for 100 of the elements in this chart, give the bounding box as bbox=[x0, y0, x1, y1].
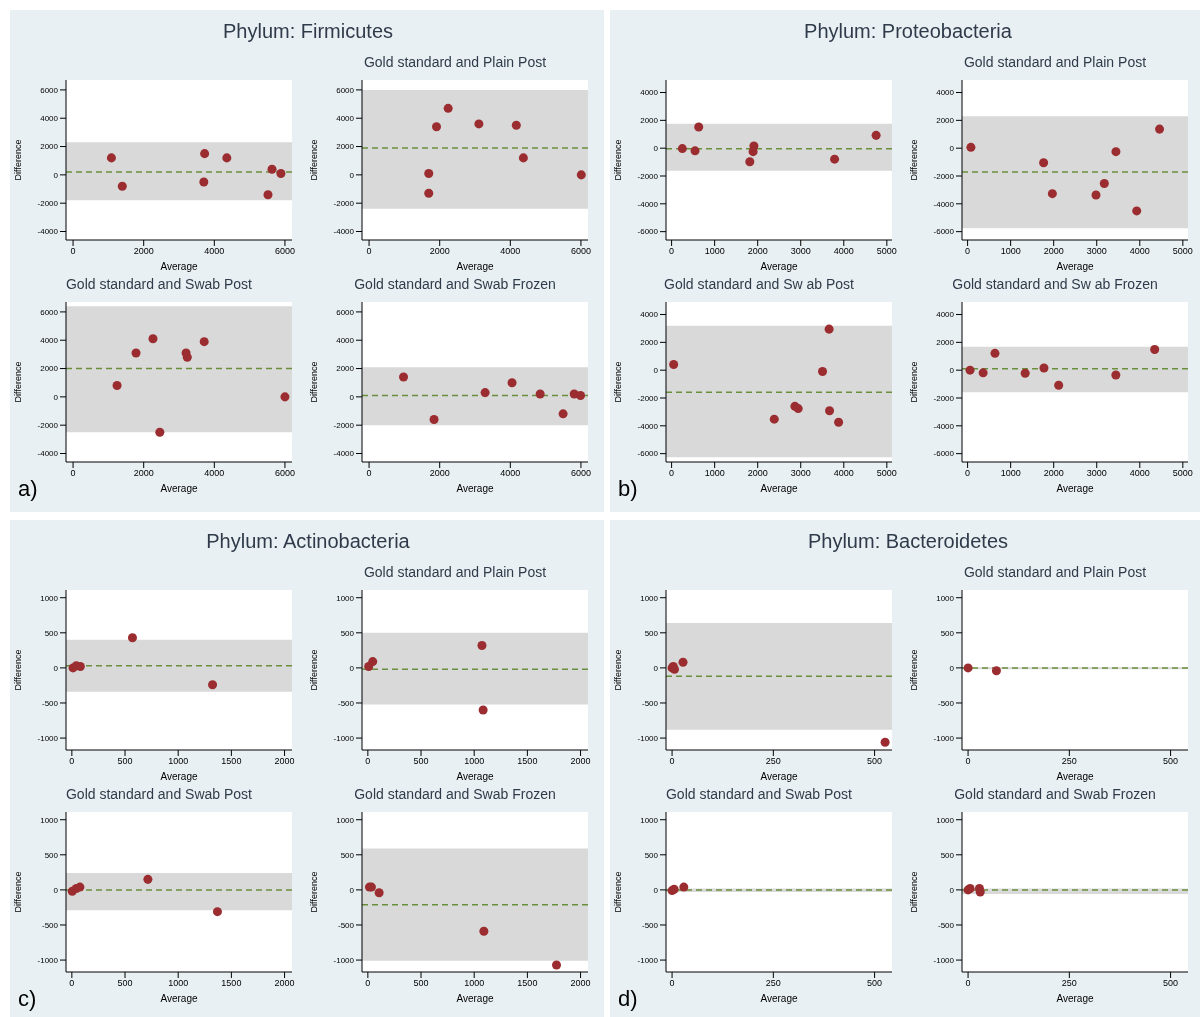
y-axis-title: Difference bbox=[909, 871, 920, 913]
x-axis-title: Average bbox=[456, 261, 494, 272]
text: c) bbox=[18, 986, 37, 1012]
point bbox=[576, 170, 586, 180]
x-tick-label: 2000 bbox=[570, 978, 591, 989]
x-tick-label: 500 bbox=[867, 978, 883, 989]
x-axis-title: Average bbox=[760, 771, 798, 782]
point bbox=[978, 368, 988, 378]
point bbox=[429, 415, 439, 425]
y-tick-label: -2000 bbox=[333, 421, 355, 431]
text: d) bbox=[618, 986, 638, 1012]
y-axis-title: Difference bbox=[909, 361, 920, 403]
y-tick-label: 6000 bbox=[40, 85, 59, 95]
x-axis-title: Average bbox=[1056, 771, 1094, 782]
point bbox=[824, 324, 834, 334]
point bbox=[830, 154, 840, 164]
y-tick-label: 4000 bbox=[40, 336, 59, 346]
y-tick-label: 4000 bbox=[936, 310, 955, 320]
x-axis-title: Average bbox=[456, 483, 494, 494]
y-axis-title: Difference bbox=[309, 361, 320, 403]
y-tick-label: -500 bbox=[41, 698, 59, 708]
chart-title: Gold standard and Swab Post bbox=[65, 786, 253, 804]
y-tick-label: -1000 bbox=[333, 955, 355, 965]
point bbox=[106, 153, 116, 163]
x-tick-label: 0 bbox=[669, 756, 675, 767]
y-tick-label: -500 bbox=[41, 920, 59, 930]
point bbox=[200, 149, 210, 159]
x-tick-label: 6000 bbox=[570, 468, 591, 479]
y-tick-label: -1000 bbox=[933, 733, 955, 743]
y-tick-label: -1000 bbox=[333, 733, 355, 743]
x-tick-label: 1000 bbox=[1000, 246, 1021, 257]
x-tick-label: 2000 bbox=[274, 978, 295, 989]
x-tick-label: 0 bbox=[366, 468, 372, 479]
y-tick-label: 500 bbox=[644, 850, 659, 860]
y-tick-label: 500 bbox=[940, 628, 955, 638]
y-tick-label: 4000 bbox=[336, 114, 355, 124]
y-axis-title: Difference bbox=[309, 139, 320, 181]
point bbox=[1020, 368, 1030, 378]
y-tick-label: -1000 bbox=[933, 955, 955, 965]
x-tick-label: 1000 bbox=[704, 468, 725, 479]
x-tick-label: 5000 bbox=[876, 468, 897, 479]
y-axis-title: Difference bbox=[309, 649, 320, 691]
x-tick-label: 2000 bbox=[747, 246, 768, 257]
point bbox=[480, 388, 490, 398]
point bbox=[669, 359, 679, 369]
point bbox=[1047, 189, 1057, 199]
y-tick-label: 500 bbox=[940, 850, 955, 860]
y-tick-label: -1000 bbox=[637, 733, 659, 743]
y-tick-label: -500 bbox=[641, 920, 659, 930]
y-tick-label: -4000 bbox=[637, 199, 659, 209]
x-tick-label: 500 bbox=[117, 756, 133, 767]
y-tick-label: -4000 bbox=[37, 227, 59, 237]
x-tick-label: 1000 bbox=[168, 978, 189, 989]
x-tick-label: 500 bbox=[1163, 756, 1179, 767]
point bbox=[443, 103, 453, 113]
chart-title: Gold standard and Sw ab Post bbox=[663, 276, 855, 294]
x-tick-label: 500 bbox=[413, 756, 429, 767]
chart-title: Gold standard and Swab Frozen bbox=[353, 276, 557, 294]
x-tick-label: 6000 bbox=[274, 468, 295, 479]
x-tick-label: 4000 bbox=[204, 468, 225, 479]
y-tick-label: 4000 bbox=[40, 114, 59, 124]
y-tick-label: -4000 bbox=[333, 227, 355, 237]
x-tick-label: 2000 bbox=[133, 468, 154, 479]
x-tick-label: 5000 bbox=[1172, 468, 1193, 479]
y-tick-label: 0 bbox=[653, 663, 659, 673]
x-tick-label: 2000 bbox=[747, 468, 768, 479]
chart-title: Gold standard and Plain Post bbox=[362, 564, 548, 582]
point bbox=[1054, 380, 1064, 390]
x-axis-title: Average bbox=[160, 483, 198, 494]
x-tick-label: 6000 bbox=[570, 246, 591, 257]
point bbox=[690, 146, 700, 156]
y-tick-label: -4000 bbox=[637, 421, 659, 431]
y-tick-label: 500 bbox=[340, 850, 355, 860]
x-axis-title: Average bbox=[160, 993, 198, 1004]
y-tick-label: 0 bbox=[949, 144, 955, 154]
point bbox=[576, 390, 586, 400]
x-tick-label: 2000 bbox=[570, 756, 591, 767]
y-tick-label: 0 bbox=[53, 392, 59, 402]
point bbox=[432, 122, 442, 132]
point bbox=[535, 389, 545, 399]
x-tick-label: 250 bbox=[1061, 756, 1077, 767]
y-tick-label: -4000 bbox=[933, 421, 955, 431]
x-tick-label: 250 bbox=[1061, 978, 1077, 989]
y-tick-label: 500 bbox=[644, 628, 659, 638]
y-tick-label: -2000 bbox=[37, 199, 59, 209]
point bbox=[1150, 344, 1160, 354]
y-tick-label: -2000 bbox=[933, 393, 955, 403]
y-tick-label: -4000 bbox=[333, 449, 355, 459]
point bbox=[399, 372, 409, 382]
point bbox=[127, 633, 137, 643]
x-tick-label: 500 bbox=[117, 978, 133, 989]
y-tick-label: 0 bbox=[653, 144, 659, 154]
y-axis-title: Difference bbox=[613, 649, 624, 691]
point bbox=[1111, 147, 1121, 157]
x-tick-label: 1000 bbox=[464, 756, 485, 767]
chart-title: Gold standard and Plain Post bbox=[962, 54, 1148, 72]
x-tick-label: 0 bbox=[70, 246, 76, 257]
x-tick-label: 3000 bbox=[790, 468, 811, 479]
point bbox=[966, 142, 976, 152]
point bbox=[1039, 158, 1049, 168]
